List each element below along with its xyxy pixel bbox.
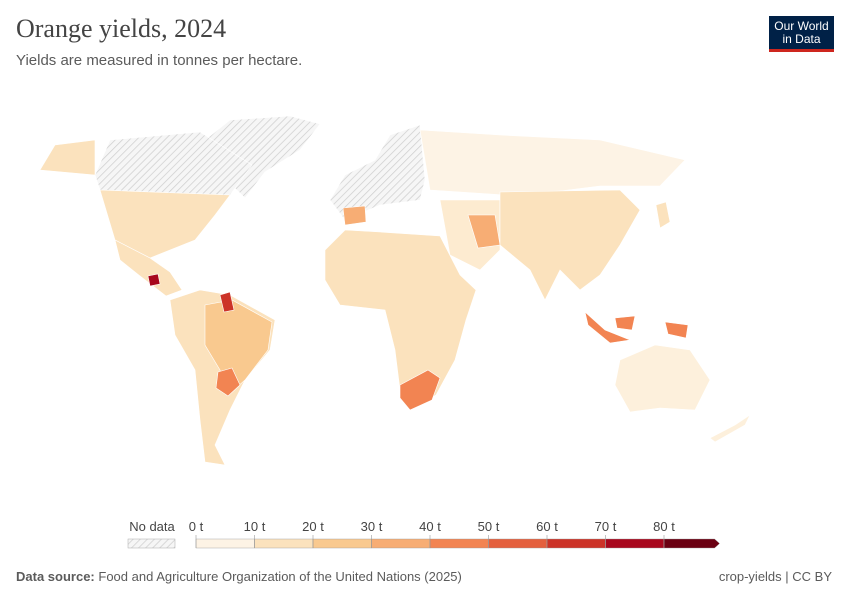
- legend-tick-label: 50 t: [478, 519, 500, 534]
- legend-bin: [195, 538, 255, 549]
- south-africa[interactable]: [399, 369, 441, 411]
- guyana[interactable]: [219, 291, 235, 313]
- legend: No data 0 t 10 t 20 t 30 t 40 t 50 t 60 t 70 t 80…: [127, 519, 720, 549]
- countries: [39, 115, 751, 466]
- no-data-swatch: [127, 538, 176, 549]
- new-zealand[interactable]: [709, 414, 751, 443]
- subtitle: Yields are measured in tonnes per hectar…: [16, 52, 303, 69]
- legend-bin: [312, 538, 372, 549]
- logo-line: Our World: [774, 19, 829, 33]
- africa[interactable]: [324, 229, 477, 411]
- map: No data 0 t 10 t 20 t 30 t 40 t 50 t 60 t 70 t 80…: [39, 115, 751, 549]
- legend-bin: [663, 538, 720, 549]
- australia[interactable]: [614, 344, 711, 413]
- logo-line: in Data: [782, 32, 821, 46]
- legend-tick-label: 70 t: [595, 519, 617, 534]
- legend-bin: [371, 538, 431, 549]
- legend-bin: [546, 538, 606, 549]
- legend-tick-label: 30 t: [361, 519, 383, 534]
- legend-tick-label: 40 t: [419, 519, 441, 534]
- title: Orange yields, 2024: [16, 14, 227, 43]
- source-text: Food and Agriculture Organization of the…: [98, 569, 462, 584]
- alaska[interactable]: [39, 139, 96, 176]
- paraguay[interactable]: [215, 367, 241, 397]
- asia[interactable]: [499, 189, 641, 301]
- guatemala[interactable]: [147, 273, 161, 287]
- legend-tick-label: 20 t: [302, 519, 324, 534]
- legend-bin: [488, 538, 548, 549]
- license[interactable]: crop-yields | CC BY: [718, 569, 832, 584]
- no-data-label: No data: [129, 519, 175, 534]
- japan[interactable]: [655, 201, 671, 229]
- legend-bin: [254, 538, 314, 549]
- legend-bin: [429, 538, 489, 549]
- europe[interactable]: [329, 124, 426, 221]
- mexico[interactable]: [114, 239, 183, 297]
- legend-tick-label: 60 t: [536, 519, 558, 534]
- spain[interactable]: [342, 205, 367, 226]
- legend-tick-label: 10 t: [244, 519, 266, 534]
- source: Data source: Food and Agriculture Organi…: [16, 569, 462, 584]
- legend-bin: [605, 538, 665, 549]
- logo[interactable]: Our World in Data: [769, 16, 834, 52]
- russia[interactable]: [419, 129, 686, 197]
- indonesia[interactable]: [584, 311, 689, 344]
- source-label: Data source:: [16, 569, 95, 584]
- legend-tick-label: 0 t: [189, 519, 204, 534]
- legend-tick-label: 80 t: [653, 519, 675, 534]
